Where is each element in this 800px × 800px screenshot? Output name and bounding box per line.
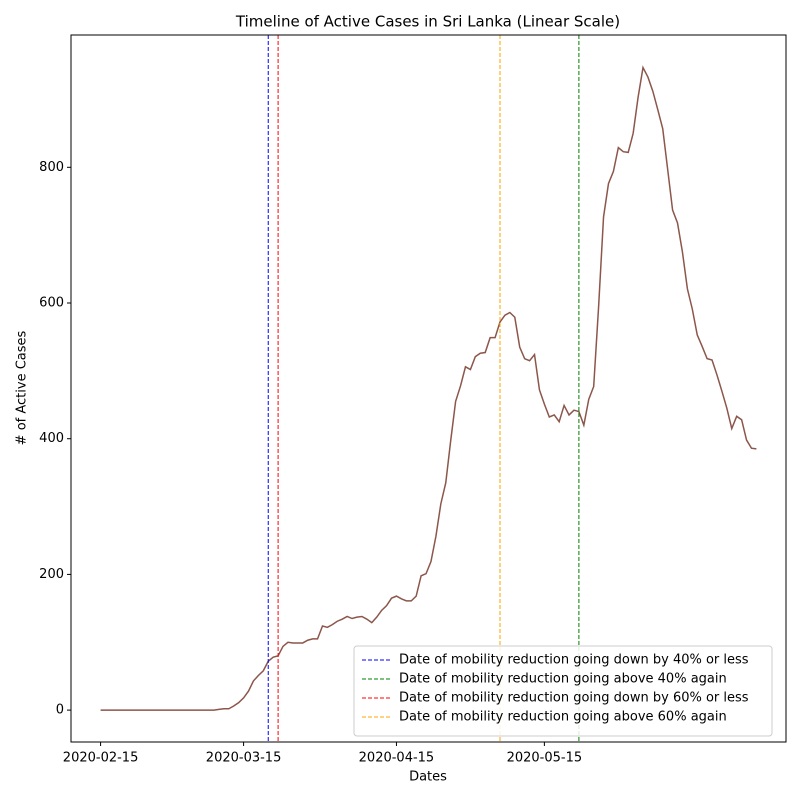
y-tick-label: 800: [39, 160, 64, 175]
legend-label: Date of mobility reduction going above 6…: [399, 710, 727, 725]
y-tick-label: 400: [39, 431, 64, 446]
y-tick-label: 200: [39, 567, 64, 582]
x-axis-label: Dates: [409, 770, 447, 785]
y-axis-label: # of Active Cases: [15, 330, 30, 445]
plot-frame: [70, 34, 787, 743]
x-tick-label: 2020-03-15: [206, 751, 282, 766]
x-tick-label: 2020-02-15: [63, 751, 139, 766]
legend-box: [353, 645, 773, 737]
legend-label: Date of mobility reduction going above 4…: [399, 672, 727, 687]
legend-label: Date of mobility reduction going down by…: [399, 691, 749, 706]
y-tick-label: 600: [39, 296, 64, 311]
x-tick-label: 2020-04-15: [359, 751, 435, 766]
chart-title: Timeline of Active Cases in Sri Lanka (L…: [235, 13, 620, 31]
data-line: [100, 65, 757, 711]
x-tick-label: 2020-05-15: [507, 751, 583, 766]
y-tick-label: 0: [56, 703, 64, 718]
legend-label: Date of mobility reduction going down by…: [399, 653, 749, 668]
